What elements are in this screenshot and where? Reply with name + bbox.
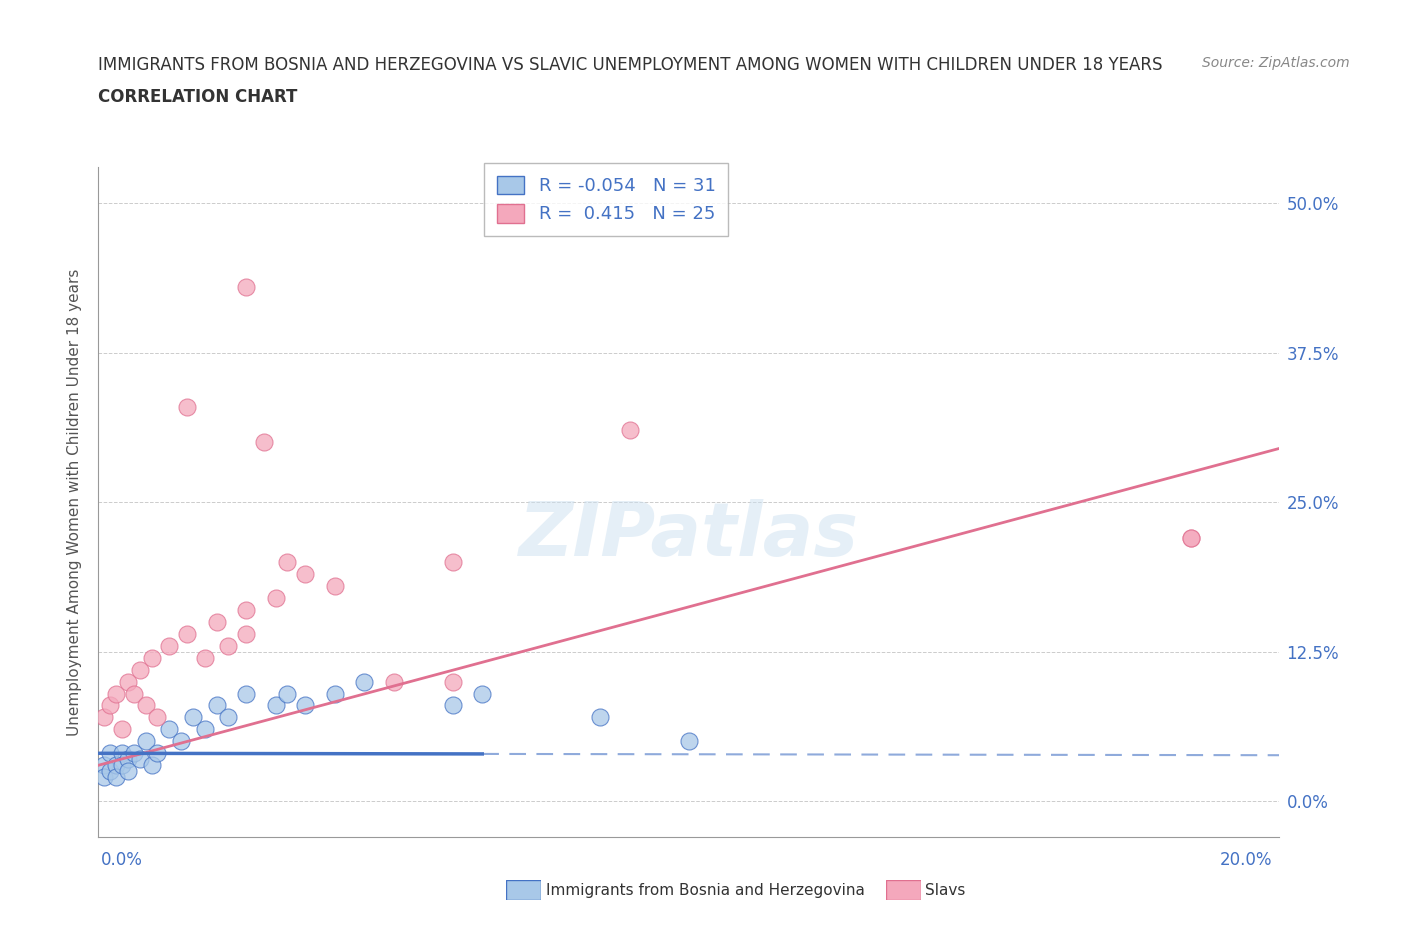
Point — [323, 686, 346, 701]
Point — [128, 751, 150, 766]
Point — [217, 638, 239, 653]
Text: Source: ZipAtlas.com: Source: ZipAtlas.com — [1202, 56, 1350, 70]
Point — [205, 615, 228, 630]
Point — [157, 722, 180, 737]
Point — [93, 770, 115, 785]
Point — [117, 751, 139, 766]
Point — [441, 674, 464, 689]
Point — [111, 758, 134, 773]
Y-axis label: Unemployment Among Women with Children Under 18 years: Unemployment Among Women with Children U… — [67, 269, 83, 736]
Point — [619, 423, 641, 438]
Text: Immigrants from Bosnia and Herzegovina: Immigrants from Bosnia and Herzegovina — [546, 883, 865, 897]
Point — [135, 698, 157, 713]
Point — [441, 698, 464, 713]
Text: IMMIGRANTS FROM BOSNIA AND HERZEGOVINA VS SLAVIC UNEMPLOYMENT AMONG WOMEN WITH C: IMMIGRANTS FROM BOSNIA AND HERZEGOVINA V… — [98, 56, 1163, 73]
Point — [471, 686, 494, 701]
Text: 20.0%: 20.0% — [1220, 851, 1272, 870]
Point — [181, 710, 204, 724]
Point — [235, 280, 257, 295]
Point — [135, 734, 157, 749]
Point — [98, 698, 121, 713]
Point — [253, 435, 276, 450]
Point — [294, 566, 316, 581]
Point — [323, 578, 346, 593]
Point — [93, 710, 115, 724]
Point — [264, 591, 287, 605]
Point — [170, 734, 193, 749]
Point — [353, 674, 375, 689]
Point — [122, 746, 145, 761]
Point — [141, 758, 163, 773]
Point — [194, 722, 217, 737]
Point — [235, 626, 257, 641]
Point — [98, 746, 121, 761]
Point — [678, 734, 700, 749]
Point — [235, 603, 257, 618]
Point — [294, 698, 316, 713]
Point — [217, 710, 239, 724]
Point — [589, 710, 612, 724]
Point — [111, 722, 134, 737]
Point — [1180, 531, 1202, 546]
Point — [105, 686, 128, 701]
FancyBboxPatch shape — [506, 880, 541, 900]
Point — [276, 554, 298, 569]
Point — [194, 650, 217, 665]
Point — [146, 710, 169, 724]
Point — [98, 764, 121, 778]
Point — [176, 626, 198, 641]
Point — [205, 698, 228, 713]
Point — [105, 758, 128, 773]
Point — [382, 674, 405, 689]
Text: Slavs: Slavs — [925, 883, 966, 897]
Text: 0.0%: 0.0% — [101, 851, 143, 870]
Point — [111, 746, 134, 761]
Point — [235, 686, 257, 701]
Text: CORRELATION CHART: CORRELATION CHART — [98, 88, 298, 106]
Point — [141, 650, 163, 665]
Point — [128, 662, 150, 677]
Point — [176, 399, 198, 414]
Point — [122, 686, 145, 701]
Point — [93, 758, 115, 773]
Point — [146, 746, 169, 761]
Point — [117, 674, 139, 689]
FancyBboxPatch shape — [886, 880, 921, 900]
Point — [117, 764, 139, 778]
Legend: R = -0.054   N = 31, R =  0.415   N = 25: R = -0.054 N = 31, R = 0.415 N = 25 — [485, 163, 728, 236]
Point — [276, 686, 298, 701]
Point — [105, 770, 128, 785]
Point — [1180, 531, 1202, 546]
Point — [264, 698, 287, 713]
Point — [441, 554, 464, 569]
Text: ZIPatlas: ZIPatlas — [519, 499, 859, 572]
Point — [157, 638, 180, 653]
